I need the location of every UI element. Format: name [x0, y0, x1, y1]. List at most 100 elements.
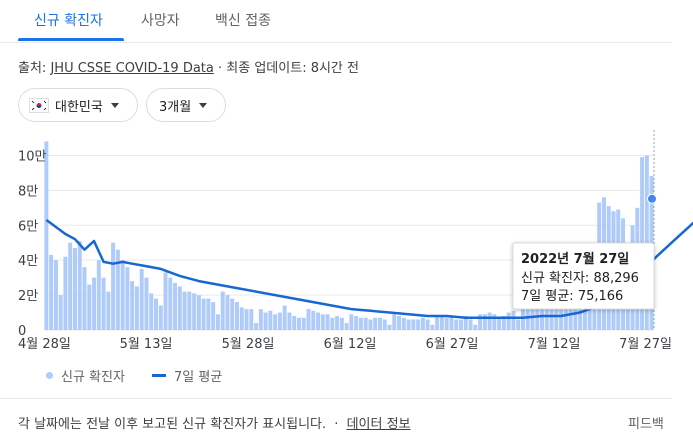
bar: [392, 314, 397, 330]
bar: [111, 242, 116, 330]
bar: [397, 316, 402, 330]
active-tab-indicator: [18, 38, 124, 41]
legend-bar-label: 신규 확진자: [61, 370, 125, 385]
bar: [292, 316, 297, 330]
bar: [468, 319, 473, 330]
tab-bar: 신규 확진자 사망자 백신 접종: [0, 0, 672, 43]
bar: [63, 256, 68, 330]
bar: [273, 314, 278, 330]
bar: [258, 309, 263, 330]
bar: [277, 312, 282, 330]
bar: [497, 317, 502, 330]
bar: [82, 267, 87, 330]
source-separator: ·: [218, 61, 223, 76]
bar: [139, 268, 144, 330]
tooltip-box: [512, 242, 655, 310]
bar: [363, 317, 368, 330]
divider: [0, 398, 672, 399]
bar: [559, 298, 564, 330]
bar: [134, 286, 139, 330]
y-tick-label: 10만: [18, 149, 47, 164]
bar: [373, 317, 378, 330]
y-tick-label: 0: [18, 324, 26, 339]
bar: [349, 314, 354, 330]
bar: [449, 316, 454, 330]
bar: [244, 309, 249, 330]
bar: [430, 324, 435, 330]
x-tick-label: 6월 27일: [426, 337, 479, 352]
x-tick-label: 5월 13일: [120, 337, 173, 352]
bar: [211, 302, 216, 330]
tooltip-cases: 신규 확진자: 88,296: [521, 271, 639, 286]
bar: [487, 312, 492, 330]
bar: [406, 319, 411, 330]
bar: [311, 310, 316, 330]
legend-line-label: 7일 평균: [174, 370, 223, 385]
bar: [201, 298, 206, 330]
bar: [196, 295, 201, 330]
bar: [77, 240, 82, 330]
bar: [358, 317, 363, 330]
covid-chart[interactable]: 0 2만 4만 6만 8만 10만 4월 28일 5월 13일 5월 28일 6월 12일 6월 …: [0, 130, 693, 362]
bar: [416, 319, 421, 330]
bar: [306, 309, 311, 330]
bar: [173, 282, 178, 330]
bar: [44, 141, 49, 330]
period-label: 3개월: [159, 99, 192, 115]
bar: [511, 310, 516, 330]
data-info-link[interactable]: 데이터 정보: [346, 417, 411, 432]
bar: [444, 317, 449, 330]
bar: [320, 314, 325, 330]
bar: [563, 295, 568, 330]
bar: [296, 317, 301, 330]
bar: [439, 316, 444, 330]
bar: [459, 319, 463, 330]
bar: [254, 323, 259, 330]
x-tick-label: 5월 28일: [222, 337, 275, 352]
bar: [492, 314, 497, 330]
legend-line: 7일 평균: [152, 366, 222, 385]
bar: [530, 300, 535, 330]
feedback-link[interactable]: 피드백: [628, 417, 664, 432]
bar: [53, 260, 58, 330]
bar: [192, 293, 197, 330]
bar: [168, 277, 173, 330]
bar: [92, 277, 97, 330]
x-tick-label: 4월 28일: [18, 337, 71, 352]
bar: [506, 312, 511, 330]
bar: [463, 316, 468, 330]
chevron-down-icon: [199, 102, 208, 108]
chart-tooltip: 2022년 7월 27일 신규 확진자: 88,296 7일 평균: 75,16…: [512, 242, 655, 310]
bar: [316, 312, 321, 330]
bar: [68, 242, 73, 330]
bar: [401, 317, 406, 330]
bar: [454, 319, 459, 330]
bar: [225, 295, 230, 330]
bar: [144, 277, 149, 330]
tooltip-average: 7일 평균: 75,166: [521, 289, 623, 304]
tooltip-date: 2022년 7월 27일: [521, 251, 629, 267]
y-tick-label: 6만: [18, 219, 38, 234]
bar: [354, 316, 359, 330]
bar: [149, 293, 154, 330]
bar: [220, 291, 225, 330]
bar: [325, 314, 330, 330]
period-dropdown[interactable]: 3개월: [146, 88, 226, 122]
bar: [72, 247, 77, 330]
source-link[interactable]: JHU CSSE COVID-19 Data: [50, 61, 214, 76]
tab-deaths[interactable]: 사망자: [141, 13, 180, 29]
bar: [268, 310, 273, 330]
source-line: 출처: JHU CSSE COVID-19 Data · 최종 업데이트: 8시…: [18, 57, 359, 76]
bar: [158, 305, 163, 330]
bar: [478, 314, 483, 330]
bar: [382, 319, 387, 330]
legend-bars: 신규 확진자: [46, 366, 125, 385]
country-dropdown[interactable]: 대한민국: [18, 88, 138, 122]
bar: [230, 298, 235, 330]
tab-vaccinations[interactable]: 백신 접종: [215, 13, 271, 29]
tab-new-cases[interactable]: 신규 확진자: [34, 13, 103, 29]
bar: [540, 296, 544, 330]
x-tick-label: 7월 12일: [528, 337, 581, 352]
bar: [206, 298, 211, 330]
x-tick-label: 7월 27일: [619, 337, 672, 352]
